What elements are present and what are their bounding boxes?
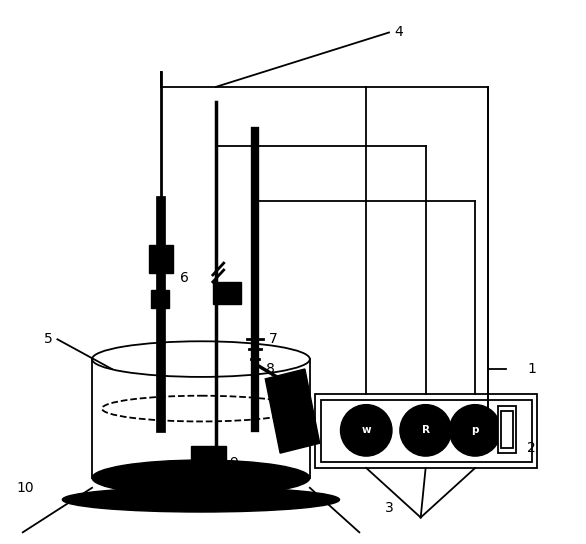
Circle shape bbox=[400, 405, 451, 456]
Bar bbox=[149, 245, 173, 273]
Text: 10: 10 bbox=[16, 481, 33, 495]
Text: 2: 2 bbox=[527, 441, 536, 455]
Ellipse shape bbox=[92, 460, 310, 496]
Text: 9: 9 bbox=[229, 456, 238, 470]
Text: 4: 4 bbox=[394, 26, 403, 40]
Text: 1: 1 bbox=[527, 362, 536, 376]
Text: 8: 8 bbox=[266, 362, 275, 376]
Bar bbox=[191, 446, 226, 466]
Polygon shape bbox=[265, 369, 320, 453]
Circle shape bbox=[340, 405, 392, 456]
Text: R: R bbox=[422, 425, 430, 435]
Text: 6: 6 bbox=[180, 271, 189, 285]
Text: w: w bbox=[362, 425, 371, 435]
Bar bbox=[498, 406, 516, 453]
Ellipse shape bbox=[62, 487, 339, 512]
Bar bbox=[151, 290, 169, 308]
Bar bbox=[213, 282, 240, 304]
Bar bbox=[321, 400, 532, 462]
Text: p: p bbox=[471, 425, 479, 435]
Text: 3: 3 bbox=[384, 500, 393, 515]
Bar bbox=[501, 411, 513, 448]
Text: 11: 11 bbox=[168, 491, 185, 505]
Text: 5: 5 bbox=[44, 332, 53, 347]
Bar bbox=[315, 394, 537, 468]
Circle shape bbox=[449, 405, 501, 456]
Text: 7: 7 bbox=[269, 332, 278, 347]
